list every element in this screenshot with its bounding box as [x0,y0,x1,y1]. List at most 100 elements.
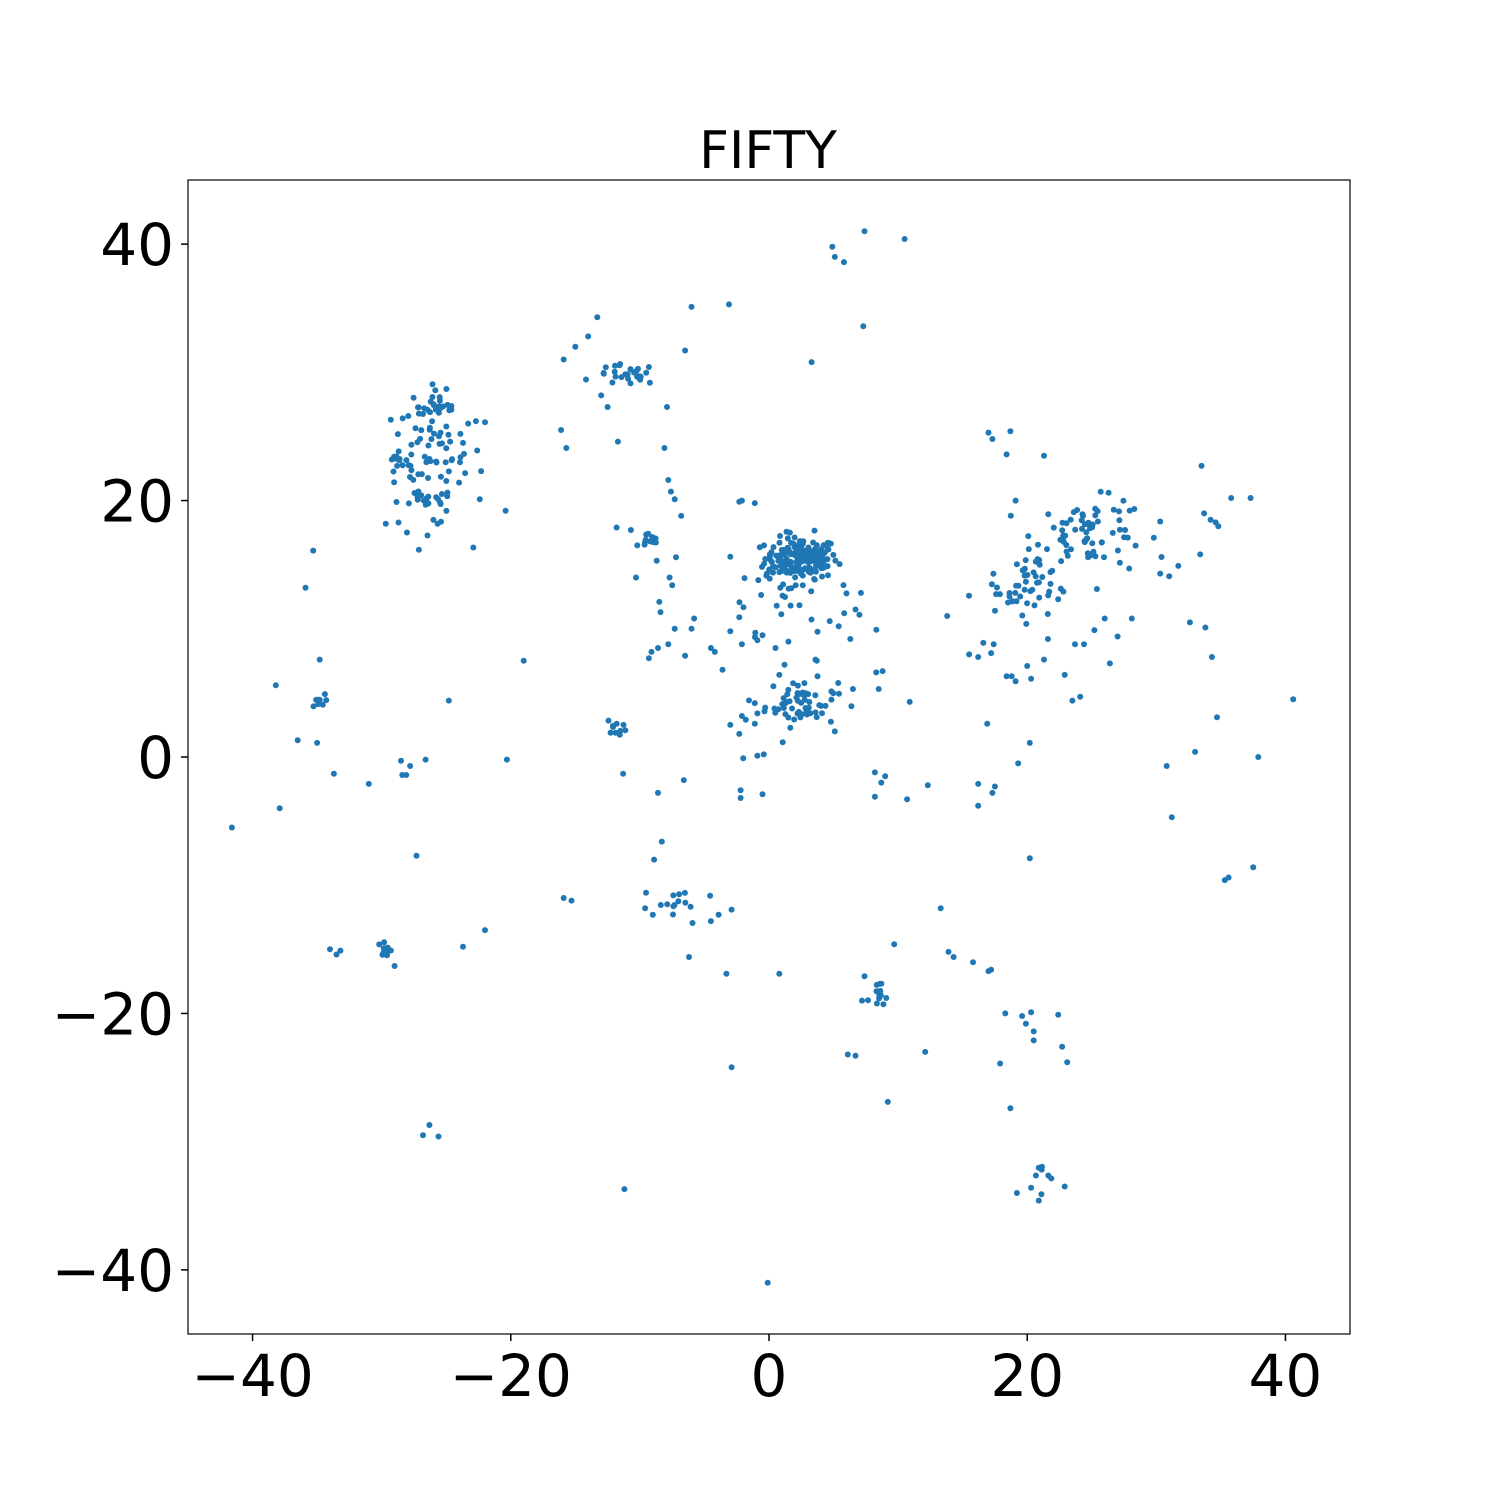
scatter-point [387,416,394,423]
scatter-point [1028,1184,1035,1191]
scatter-point [656,598,663,605]
scatter-point [873,981,880,988]
scatter-point [431,430,437,437]
scatter-point [988,581,995,588]
scatter-point [719,666,726,673]
scatter-point [799,540,806,547]
scatter-point [436,397,443,404]
scatter-point [657,609,664,616]
scatter-point [439,440,445,447]
scatter-point [415,493,422,500]
scatter-point [1002,1010,1009,1017]
scatter-point [737,787,744,794]
scatter-point [1110,506,1117,513]
scatter-point [776,671,783,678]
scatter-point [1063,548,1070,555]
scatter-point [560,356,567,363]
scatter-point [687,903,694,910]
scatter-point [598,392,605,399]
scatter-point [766,551,773,558]
scatter-point [682,652,689,659]
x-tick-label: 0 [751,1342,788,1410]
scatter-point [408,451,415,458]
scatter-point [437,473,444,480]
scatter-point [1030,1028,1037,1035]
scatter-point [649,911,656,918]
scatter-point [686,954,692,960]
scatter-point [670,903,677,910]
scatter-point [762,556,769,562]
scatter-point [791,534,798,541]
scatter-point [799,689,806,696]
scatter-point [988,650,995,657]
scatter-point [797,714,804,721]
scatter-point [657,902,664,908]
scatter-point [1055,1011,1062,1018]
scatter-point [676,891,683,898]
scatter-point [993,591,1000,598]
scatter-point [429,381,436,388]
scatter-point [443,478,450,484]
scatter-point [751,720,758,727]
scatter-point [688,303,695,310]
scatter-point [503,756,510,763]
scatter-point [788,585,795,592]
scatter-point [447,438,454,445]
scatter-point [228,824,235,831]
scatter-point [801,680,808,687]
scatter-point [891,941,898,948]
scatter-point [1026,739,1033,746]
scatter-point [435,1133,442,1140]
scatter-point [848,703,855,710]
scatter-point [665,641,672,648]
scatter-point [612,373,619,380]
scatter-point [420,1132,426,1139]
scatter-point [670,892,677,899]
scatter-point [752,629,759,636]
scatter-point [682,347,689,354]
scatter-point [992,607,998,614]
scatter-point [1081,538,1088,545]
scatter-point [878,980,885,987]
scatter-point [787,724,794,731]
scatter-point [812,545,819,552]
scatter-point [740,604,747,611]
scatter-point [642,539,649,545]
scatter-point [904,796,911,803]
scatter-point [1030,1037,1037,1044]
scatter-point [1126,507,1133,514]
scatter-point [616,731,623,738]
scatter-point [901,236,908,242]
scatter-point [1012,678,1019,685]
scatter-point [970,959,976,966]
scatter-point [568,897,575,904]
scatter-point [302,584,309,591]
scatter-point [390,468,397,475]
scatter-point [394,431,401,438]
scatter-point [1019,1013,1026,1019]
scatter-point [1214,714,1220,721]
scatter-point [830,690,837,697]
scatter-point [819,553,826,560]
scatter-point [945,948,952,955]
scatter-point [381,939,388,946]
scatter-point [365,780,372,787]
scatter-point [411,490,418,496]
scatter-point [1008,673,1015,680]
scatter-point [787,602,794,609]
chart-title: FIFTY [699,121,837,181]
scatter-point [1120,497,1127,504]
scatter-point [763,572,770,579]
scatter-point [689,920,696,926]
scatter-point [991,783,998,790]
scatter-point [407,763,414,769]
scatter-point [766,566,773,573]
scatter-point [1006,590,1013,596]
scatter-point [796,602,803,609]
scatter-point [819,573,825,580]
scatter-point [782,594,788,600]
scatter-point [643,889,649,896]
scatter-point [826,618,833,625]
scatter-point [792,582,799,589]
scatter-point [1081,641,1087,648]
